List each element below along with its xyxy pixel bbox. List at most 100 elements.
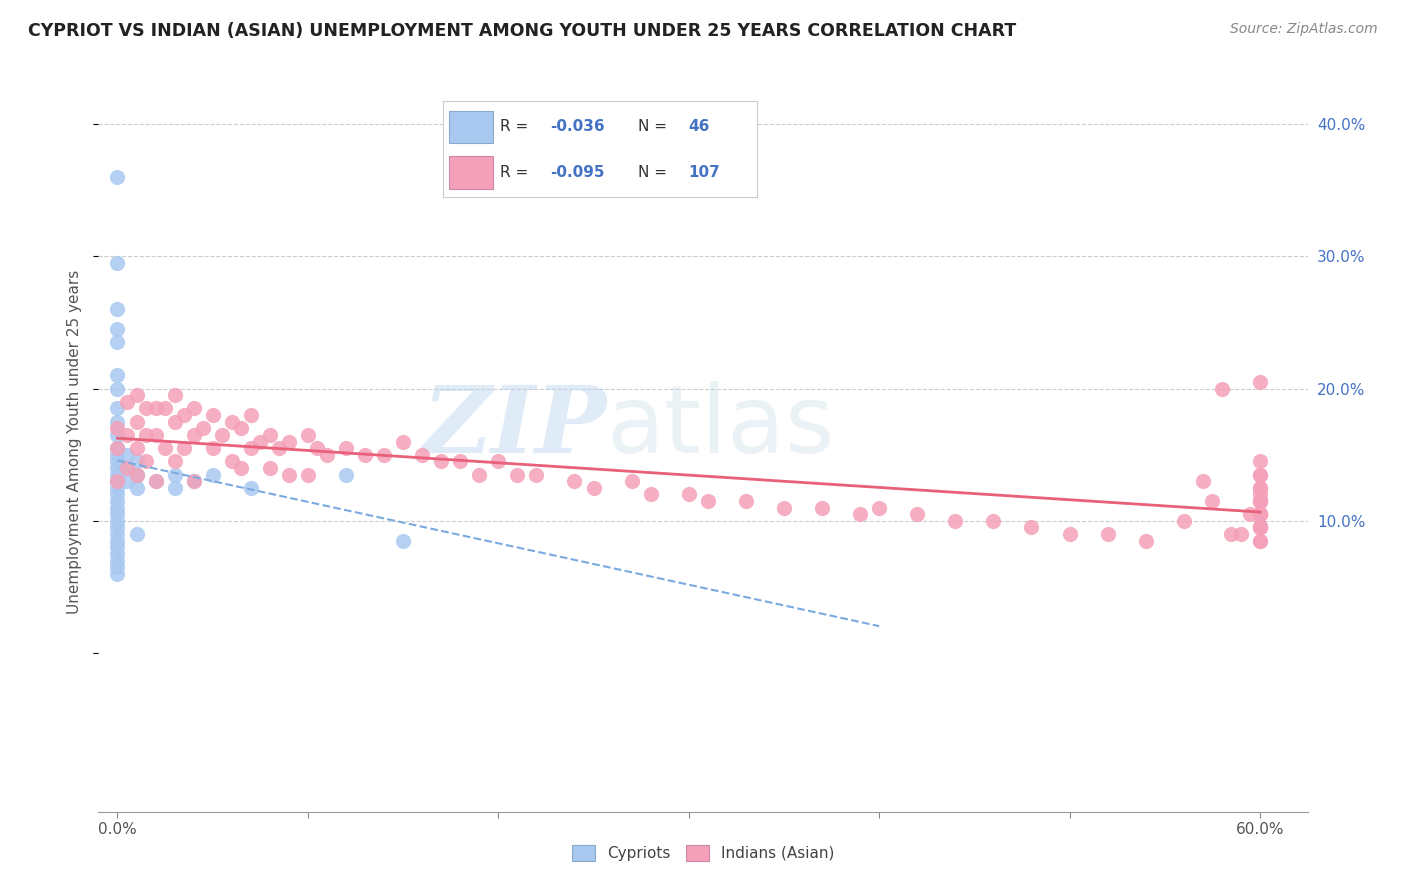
Point <box>1249 467 1271 482</box>
Point <box>411 448 433 462</box>
Text: CYPRIOT VS INDIAN (ASIAN) UNEMPLOYMENT AMONG YOUTH UNDER 25 YEARS CORRELATION CH: CYPRIOT VS INDIAN (ASIAN) UNEMPLOYMENT A… <box>28 22 1017 40</box>
Point <box>231 421 253 435</box>
Point <box>868 500 890 515</box>
Text: Source: ZipAtlas.com: Source: ZipAtlas.com <box>1230 22 1378 37</box>
Point <box>1249 520 1271 534</box>
Point <box>297 428 319 442</box>
Point <box>183 474 205 488</box>
Point <box>107 474 129 488</box>
Point <box>506 467 529 482</box>
Legend: Cypriots, Indians (Asian): Cypriots, Indians (Asian) <box>565 838 841 867</box>
Point <box>115 428 138 442</box>
Point <box>1059 527 1081 541</box>
Point <box>307 441 329 455</box>
Point <box>1249 508 1271 522</box>
Point <box>107 401 129 416</box>
Point <box>153 441 176 455</box>
Point <box>905 508 928 522</box>
Point <box>107 494 129 508</box>
Point <box>107 541 129 555</box>
Point <box>269 441 291 455</box>
Point <box>163 415 186 429</box>
Point <box>943 514 966 528</box>
Point <box>239 441 262 455</box>
Point <box>107 533 129 548</box>
Point <box>1249 487 1271 501</box>
Point <box>1173 514 1195 528</box>
Point <box>107 474 129 488</box>
Text: atlas: atlas <box>606 381 835 473</box>
Point <box>163 454 186 468</box>
Point <box>1249 494 1271 508</box>
Point <box>640 487 662 501</box>
Point <box>1249 375 1271 389</box>
Point <box>125 481 148 495</box>
Point <box>259 461 281 475</box>
Point <box>145 428 167 442</box>
Point <box>1249 508 1271 522</box>
Point <box>231 461 253 475</box>
Point <box>183 428 205 442</box>
Point <box>564 474 586 488</box>
Point <box>1249 520 1271 534</box>
Point <box>107 560 129 574</box>
Point <box>107 520 129 534</box>
Point <box>107 514 129 528</box>
Point <box>107 428 129 442</box>
Point <box>392 434 415 449</box>
Point <box>297 467 319 482</box>
Point <box>696 494 718 508</box>
Point <box>107 441 129 455</box>
Point <box>107 467 129 482</box>
Text: ZIP: ZIP <box>422 382 606 472</box>
Point <box>191 421 214 435</box>
Point <box>392 533 415 548</box>
Point <box>524 467 547 482</box>
Point <box>135 454 157 468</box>
Point <box>125 388 148 402</box>
Point <box>183 401 205 416</box>
Point <box>1249 508 1271 522</box>
Point <box>249 434 271 449</box>
Point <box>1249 520 1271 534</box>
Point <box>125 415 148 429</box>
Point <box>125 467 148 482</box>
Point <box>145 474 167 488</box>
Point <box>125 527 148 541</box>
Point <box>277 467 299 482</box>
Point <box>1201 494 1223 508</box>
Point <box>468 467 491 482</box>
Point <box>1249 520 1271 534</box>
Point <box>145 401 167 416</box>
Point <box>811 500 834 515</box>
Point <box>107 415 129 429</box>
Point <box>239 408 262 422</box>
Point <box>107 461 129 475</box>
Point <box>221 454 243 468</box>
Point <box>1097 527 1119 541</box>
Point <box>1249 508 1271 522</box>
Point <box>107 474 129 488</box>
Point <box>449 454 471 468</box>
Point <box>153 401 176 416</box>
Point <box>107 368 129 383</box>
Point <box>107 553 129 567</box>
Point <box>107 487 129 501</box>
Point <box>221 415 243 429</box>
Point <box>1230 527 1253 541</box>
Point <box>107 448 129 462</box>
Point <box>277 434 299 449</box>
Point <box>1220 527 1243 541</box>
Point <box>107 547 129 561</box>
Point <box>1249 533 1271 548</box>
Point <box>239 481 262 495</box>
Point <box>1249 481 1271 495</box>
Point <box>107 454 129 468</box>
Point <box>145 474 167 488</box>
Point <box>316 448 339 462</box>
Point <box>125 454 148 468</box>
Point <box>107 441 129 455</box>
Point <box>107 500 129 515</box>
Point <box>1249 494 1271 508</box>
Point <box>259 428 281 442</box>
